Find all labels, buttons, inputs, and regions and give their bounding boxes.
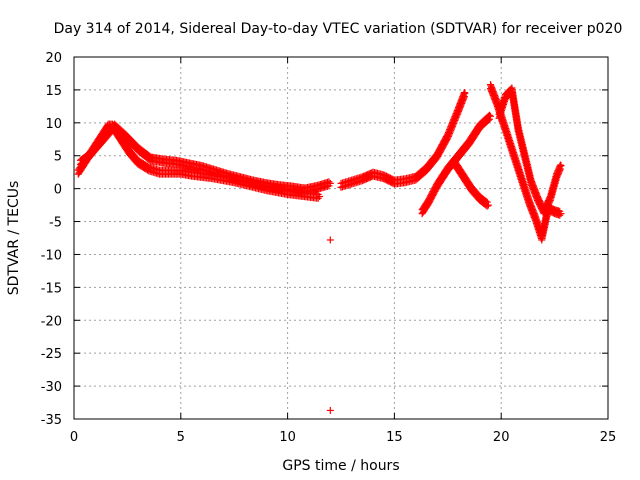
data-point — [326, 179, 334, 187]
data-point — [484, 201, 492, 209]
plot-frame — [73, 56, 609, 420]
data-point — [557, 162, 565, 170]
y-tick-label: -25 — [41, 347, 62, 362]
y-axis-label: SDTVAR / TECUs — [6, 181, 22, 296]
tick-layer: 0 5 10 15 20 25 -35 -30 -25 -20 -15 -10 -5 0 5 10 15 20 — [41, 51, 617, 445]
data-point-outlier — [326, 406, 334, 414]
points-layer — [74, 81, 565, 414]
data-point — [484, 116, 492, 124]
y-tick-label: 5 — [54, 150, 62, 165]
x-tick-label: 0 — [70, 430, 78, 445]
y-tick-label: 0 — [54, 183, 62, 198]
y-tick-label: -35 — [41, 413, 62, 428]
data-point — [556, 165, 564, 173]
data-point — [487, 112, 495, 120]
data-point — [314, 194, 322, 202]
x-axis-label: GPS time / hours — [282, 458, 399, 474]
y-tick-label: -30 — [41, 380, 62, 395]
x-tick-label: 20 — [493, 430, 510, 445]
y-tick-label: 15 — [45, 84, 62, 99]
y-tick-label: -20 — [41, 314, 62, 329]
x-tick-label: 25 — [600, 430, 617, 445]
x-tick-label: 5 — [177, 430, 185, 445]
grid-layer — [74, 57, 608, 419]
y-tick-label: 10 — [45, 117, 62, 132]
data-point — [557, 210, 565, 218]
data-point — [461, 89, 469, 97]
y-tick-label: -5 — [49, 216, 62, 231]
data-point — [483, 202, 491, 210]
data-point — [556, 166, 564, 174]
y-tick-label: -15 — [41, 281, 62, 296]
y-tick-label: -10 — [41, 248, 62, 263]
data-point — [556, 211, 564, 219]
data-point — [316, 193, 324, 201]
data-point-outlier — [326, 236, 334, 244]
chart-title: Day 314 of 2014, Sidereal Day-to-day VTE… — [54, 21, 623, 37]
data-point — [485, 115, 493, 123]
x-tick-label: 10 — [279, 430, 296, 445]
x-tick-label: 15 — [386, 430, 403, 445]
y-tick-label: 20 — [45, 51, 62, 66]
